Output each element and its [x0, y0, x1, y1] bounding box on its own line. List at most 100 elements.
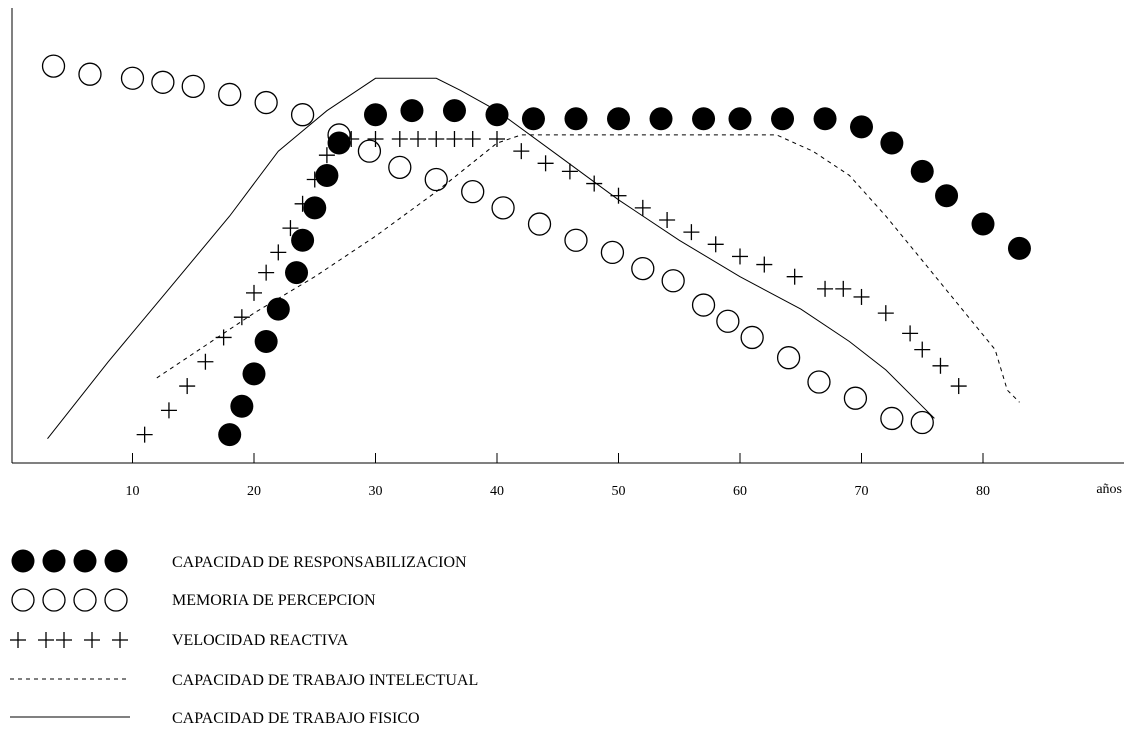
data-point-plus — [367, 131, 384, 147]
data-point-open — [910, 410, 934, 435]
data-point-plus — [318, 147, 335, 164]
data-point-filled — [649, 107, 673, 131]
legend-label: MEMORIA DE PERCEPCION — [172, 592, 376, 609]
x-tick-label: 60 — [733, 484, 747, 499]
data-point-open — [740, 325, 764, 350]
data-point-plus — [683, 224, 700, 241]
data-point-plus — [732, 248, 748, 265]
data-point-plus — [659, 212, 676, 228]
data-point-open — [843, 386, 868, 410]
data-point-plus — [586, 175, 603, 192]
data-point-open — [661, 269, 685, 293]
data-point-filled — [771, 107, 795, 131]
data-point-open — [527, 212, 552, 236]
data-point-open — [388, 155, 412, 180]
legend-label: CAPACIDAD DE TRABAJO INTELECTUAL — [172, 672, 479, 689]
data-point-open — [807, 370, 831, 394]
chart-ticks: 10 20 30 40 50 60 70 80 — [126, 453, 990, 499]
data-point-open — [564, 228, 588, 252]
data-point-open — [600, 240, 625, 265]
chart-plot: 10 20 30 40 50 60 70 80 años — [11, 8, 1124, 499]
data-point-plus — [215, 329, 232, 346]
data-point-plus — [902, 325, 919, 342]
legend-item-responsabilizacion: CAPACIDAD DE RESPONSABILIZACION — [0, 548, 700, 578]
data-point-plus — [914, 341, 931, 358]
data-point-open — [691, 293, 716, 317]
data-point-filled — [242, 362, 266, 386]
data-point-plus — [817, 280, 834, 297]
data-point-filled — [1007, 236, 1031, 260]
data-point-filled — [230, 394, 254, 418]
legend-item-velocidad: VELOCIDAD REACTIVA — [0, 626, 700, 656]
data-point-open — [120, 66, 145, 90]
data-point-filled — [607, 107, 630, 131]
data-point-plus — [343, 131, 360, 147]
data-point-open — [424, 167, 448, 192]
data-point-filled — [254, 330, 278, 353]
data-point-filled — [880, 131, 904, 155]
data-point-plus — [932, 357, 949, 374]
data-point-plus — [233, 309, 250, 326]
data-point-filled — [935, 184, 959, 208]
legend-item-memoria: MEMORIA DE PERCEPCION — [0, 586, 700, 616]
data-point-filled — [521, 107, 545, 131]
data-point-filled — [315, 163, 339, 187]
data-point-plus — [246, 284, 262, 301]
legend-item-intelectual: CAPACIDAD DE TRABAJO INTELECTUAL — [0, 666, 700, 696]
plus-marker-icon — [10, 632, 128, 648]
data-point-plus — [877, 305, 894, 322]
legend-label: CAPACIDAD DE TRABAJO FISICO — [172, 710, 420, 727]
data-point-open — [41, 54, 66, 78]
data-point-open — [254, 90, 278, 115]
data-point-open — [631, 256, 655, 281]
data-point-open — [151, 70, 175, 94]
open-circle-marker-icon — [11, 588, 128, 612]
data-point-plus — [258, 264, 275, 281]
data-point-plus — [270, 244, 287, 261]
data-point-filled — [850, 115, 873, 139]
data-point-filled — [364, 103, 387, 127]
x-tick-label: 70 — [855, 484, 869, 499]
series-line-4 — [47, 77, 935, 440]
legend-item-fisico: CAPACIDAD DE TRABAJO FISICO — [0, 704, 700, 734]
filled-circle-marker-icon — [11, 549, 128, 573]
x-axis-label: años — [1096, 482, 1122, 497]
dashed-line-icon — [10, 678, 130, 680]
data-point-plus — [489, 131, 505, 147]
data-point-plus — [537, 155, 554, 172]
data-point-plus — [160, 402, 177, 419]
data-point-open — [491, 196, 515, 220]
data-point-plus — [136, 426, 153, 443]
data-point-plus — [853, 288, 870, 305]
data-point-plus — [756, 256, 773, 273]
data-point-filled — [291, 228, 315, 252]
data-point-filled — [327, 131, 351, 155]
data-point-filled — [400, 99, 424, 123]
data-point-open — [716, 309, 740, 333]
data-point-filled — [218, 423, 242, 447]
x-tick-label: 10 — [126, 484, 140, 499]
data-point-plus — [835, 280, 852, 297]
data-point-open — [78, 62, 102, 86]
x-tick-label: 30 — [369, 484, 383, 499]
data-point-filled — [728, 107, 752, 131]
data-point-open — [218, 82, 242, 107]
data-point-plus — [786, 268, 803, 285]
data-point-plus — [197, 353, 214, 370]
data-point-plus — [610, 187, 627, 204]
data-point-open — [880, 406, 904, 431]
data-point-open — [357, 139, 382, 163]
data-point-plus — [410, 131, 427, 147]
data-point-filled — [971, 212, 995, 236]
series-line-3 — [156, 134, 1020, 403]
chart-series — [41, 54, 1031, 447]
data-point-filled — [303, 196, 327, 220]
data-point-plus — [306, 171, 323, 188]
data-point-plus — [282, 220, 299, 237]
data-point-plus — [391, 131, 408, 147]
x-tick-label: 50 — [612, 484, 626, 499]
data-point-plus — [561, 163, 578, 180]
data-point-filled — [692, 107, 716, 131]
x-tick-label: 20 — [247, 484, 261, 499]
data-point-plus — [294, 195, 311, 212]
